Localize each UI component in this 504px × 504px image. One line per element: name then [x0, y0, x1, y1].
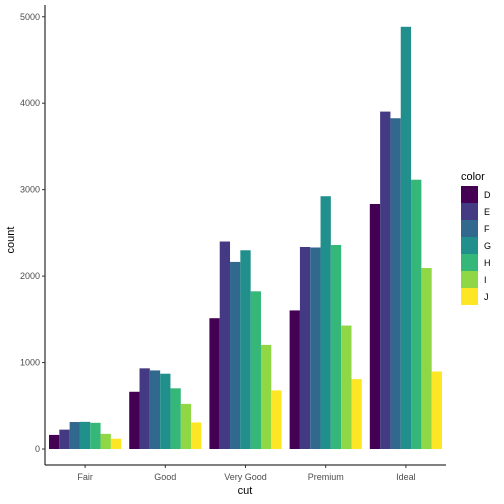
bar-ideal-d: [369, 204, 381, 449]
y-tick-label: 3000: [20, 185, 40, 195]
legend-label-g: G: [484, 241, 491, 251]
bar-ideal-g: [400, 26, 412, 450]
y-tick-label: 5000: [20, 12, 40, 22]
y-tick-label: 1000: [20, 358, 40, 368]
x-tick-label: Fair: [77, 472, 93, 482]
x-axis-title: cut: [238, 485, 253, 497]
legend-label-f: F: [484, 224, 490, 234]
y-tick-label: 2000: [20, 271, 40, 281]
legend-label-j: J: [484, 292, 489, 302]
x-tick-label: Very Good: [224, 472, 267, 482]
legend-label-d: D: [484, 190, 491, 200]
legend-swatch-i: [461, 271, 478, 288]
y-tick-label: 4000: [20, 98, 40, 108]
x-tick-label: Good: [154, 472, 176, 482]
bar-very-good-i: [260, 344, 272, 449]
y-axis-title: count: [5, 227, 17, 254]
bar-ideal-i: [421, 268, 432, 449]
legend-swatch-j: [461, 288, 478, 305]
bar-good-d: [129, 391, 140, 449]
y-ticks: 0 1000 2000 3000 4000 5000: [20, 12, 45, 454]
legend-label-h: H: [484, 258, 491, 268]
bar-ideal-j: [431, 371, 442, 449]
bar-premium-e: [299, 246, 311, 449]
y-tick-label: 0: [35, 444, 40, 454]
bar-very-good-d: [209, 318, 220, 449]
bar-very-good-e: [219, 241, 231, 449]
bar-premium-g: [320, 196, 331, 449]
bar-good-e: [139, 368, 150, 449]
legend-swatch-g: [461, 237, 478, 254]
bar-very-good-g: [240, 250, 251, 449]
legend-label-i: I: [484, 275, 487, 285]
legend-swatch-f: [461, 220, 478, 237]
bar-good-f: [149, 370, 161, 449]
bar-fair-d: [49, 434, 60, 449]
bar-very-good-h: [250, 291, 261, 449]
bar-fair-j: [110, 438, 122, 449]
bar-premium-j: [351, 379, 362, 449]
bar-fair-h: [90, 422, 101, 449]
legend-label-e: E: [484, 207, 490, 217]
bar-very-good-j: [271, 390, 282, 449]
legend-title: color: [461, 171, 485, 183]
bar-fair-i: [100, 433, 111, 449]
legend-swatch-h: [461, 254, 478, 271]
bar-fair-e: [59, 429, 70, 449]
bar-premium-d: [289, 310, 300, 449]
bars-layer: [49, 26, 442, 450]
bar-premium-h: [330, 244, 342, 449]
bar-good-j: [191, 422, 202, 449]
bar-good-g: [160, 373, 171, 449]
bar-good-h: [170, 388, 181, 449]
bar-very-good-f: [230, 261, 241, 449]
legend-swatch-e: [461, 203, 478, 220]
x-tick-label: Premium: [308, 472, 344, 482]
bar-ideal-h: [411, 179, 422, 449]
bar-fair-g: [79, 421, 91, 449]
bar-ideal-f: [390, 118, 401, 450]
legend-swatch-d: [461, 186, 478, 203]
x-tick-label: Ideal: [396, 472, 416, 482]
bar-good-i: [180, 403, 192, 449]
x-ticks: Fair Good Very Good Premium Ideal: [77, 465, 416, 482]
bar-premium-f: [310, 247, 321, 449]
bar-fair-f: [69, 422, 80, 449]
bar-ideal-e: [380, 111, 391, 449]
bar-premium-i: [341, 325, 352, 449]
